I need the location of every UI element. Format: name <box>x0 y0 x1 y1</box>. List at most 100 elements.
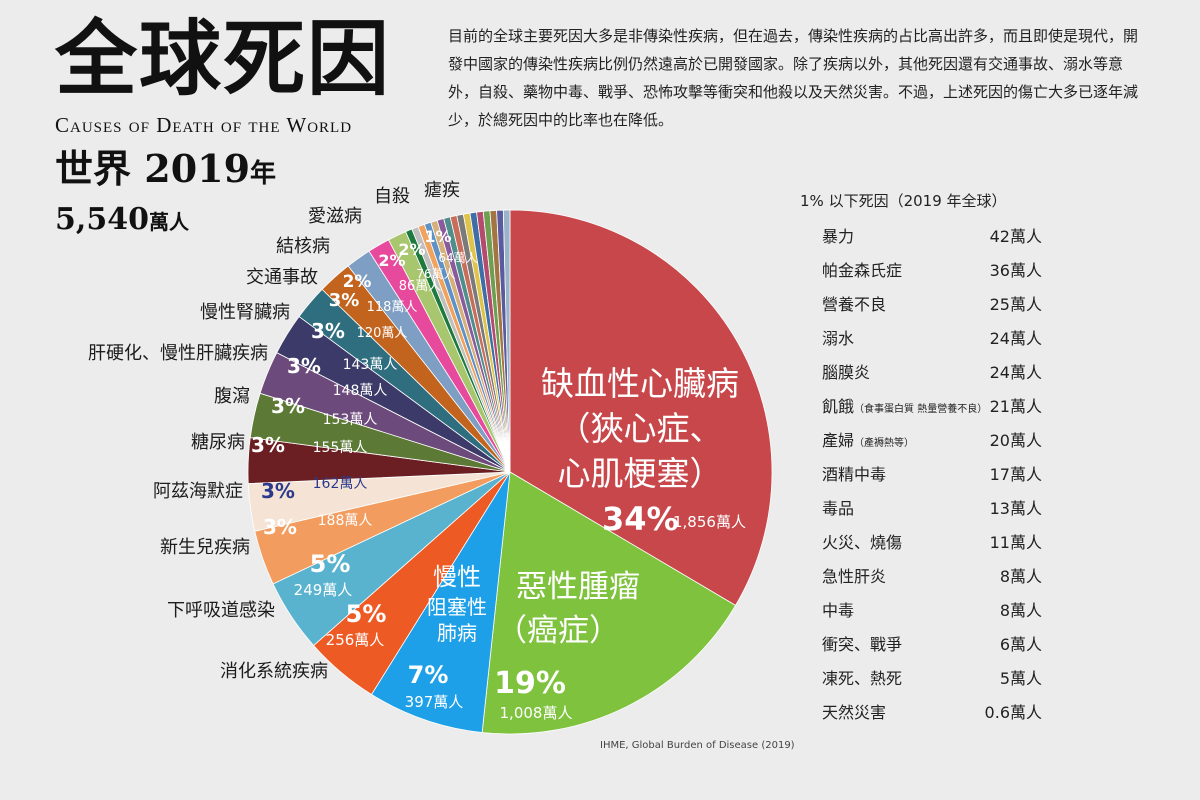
slice-name-label: 瘧疾 <box>424 180 460 201</box>
minor-causes-list: 暴力 42萬人 帕金森氏症 36萬人 營養不良 25萬人 溺水 24萬人 腦膜炎 24萬人 飢餓（食… <box>822 218 1042 728</box>
slice-percent-label: 5% <box>346 600 387 628</box>
pie-slice-minor <box>502 209 511 473</box>
slice-value-label: 64萬人 <box>438 251 477 265</box>
slice-name-label: 消化系統疾病 <box>220 661 328 682</box>
slice-name-line: （狹心症、 <box>558 409 723 448</box>
minor-cause-note: （食事蛋白質 熱量營養不良） <box>854 404 988 415</box>
minor-cause-row: 飢餓（食事蛋白質 熱量營養不良） 21萬人 <box>822 388 1042 422</box>
page-subtitle: Causes of Death of the World <box>55 113 353 137</box>
minor-cause-row: 暴力 42萬人 <box>822 218 1042 252</box>
minor-cause-name: 腦膜炎 <box>822 363 871 382</box>
minor-cause-value: 8萬人 <box>999 601 1042 620</box>
slice-name-label: 慢性腎臟病 <box>200 302 290 323</box>
minor-cause-value: 13萬人 <box>989 499 1042 518</box>
minor-cause-value: 24萬人 <box>989 329 1042 348</box>
slice-percent-label: 1% <box>424 227 451 246</box>
minor-cause-value: 25萬人 <box>989 295 1042 314</box>
slice-value-label: 256萬人 <box>326 631 385 649</box>
slice-percent-label: 2% <box>378 251 405 270</box>
slice-name-label: 糖尿病 <box>191 432 245 453</box>
world-total-deaths: 5,540萬人 <box>55 205 189 235</box>
slice-name-line: 缺血性心臟病 <box>541 364 739 403</box>
slice-name-label: 肝硬化、慢性肝臟疾病 <box>88 343 268 364</box>
slice-name-label: 下呼吸道感染 <box>167 600 275 621</box>
slice-value-label: 1,856萬人 <box>673 513 746 531</box>
minor-cause-row: 毒品 13萬人 <box>822 490 1042 524</box>
slice-percent-label: 2% <box>398 240 425 259</box>
slice-value-label: 86萬人 <box>399 279 442 294</box>
minor-cause-name: 毒品 <box>822 499 855 518</box>
slice-percent-label: 19% <box>494 666 566 701</box>
minor-causes-title: 1% 以下死因（2019 年全球） <box>800 192 1007 210</box>
minor-cause-row: 中毒 8萬人 <box>822 592 1042 626</box>
slice-percent-label: 3% <box>251 433 285 457</box>
minor-cause-name: 衝突、戰爭 <box>822 635 903 654</box>
minor-cause-name: 帕金森氏症 <box>822 261 903 280</box>
slice-name-line: 惡性腫瘤 <box>516 569 640 605</box>
world-total-unit: 萬人 <box>148 210 189 234</box>
slice-name-label: 新生兒疾病 <box>160 537 250 558</box>
slice-name-line: 阻塞性 <box>427 595 487 619</box>
slice-value-label: 153萬人 <box>323 412 378 428</box>
minor-cause-name: 暴力 <box>822 227 855 246</box>
minor-cause-row: 營養不良 25萬人 <box>822 286 1042 320</box>
slice-name-line: 心肌梗塞） <box>558 454 723 493</box>
slice-name-label: 交通事故 <box>246 267 318 288</box>
minor-cause-name: 飢餓（食事蛋白質 熱量營養不良） <box>822 397 988 416</box>
slice-percent-label: 34% <box>602 500 679 538</box>
minor-cause-name: 產婦（產褥熱等） <box>822 431 915 450</box>
slice-name-line: （癌症） <box>496 613 620 649</box>
slice-percent-label: 3% <box>329 290 360 311</box>
minor-cause-row: 急性肝炎 8萬人 <box>822 558 1042 592</box>
minor-cause-row: 溺水 24萬人 <box>822 320 1042 354</box>
minor-cause-name: 中毒 <box>822 601 855 620</box>
minor-cause-value: 17萬人 <box>989 465 1042 484</box>
minor-cause-row: 帕金森氏症 36萬人 <box>822 252 1042 286</box>
slice-value-label: 249萬人 <box>294 581 353 599</box>
pie-slice <box>509 209 773 606</box>
minor-cause-row: 產婦（產褥熱等） 20萬人 <box>822 422 1042 456</box>
minor-cause-note: （產褥熱等） <box>854 438 915 449</box>
minor-cause-name: 酒精中毒 <box>822 465 887 484</box>
minor-cause-value: 8萬人 <box>999 567 1042 586</box>
minor-cause-name: 天然災害 <box>822 703 887 722</box>
minor-cause-value: 21萬人 <box>989 397 1042 416</box>
slice-percent-label: 3% <box>311 319 345 343</box>
pie-slice <box>370 471 511 733</box>
slice-percent-label: 7% <box>408 661 449 689</box>
slice-name-line: 肺病 <box>437 621 477 645</box>
slice-value-label: 155萬人 <box>313 440 368 456</box>
minor-cause-name: 營養不良 <box>822 295 887 314</box>
pie-slice <box>481 471 737 735</box>
slice-name-line: 慢性 <box>433 563 481 591</box>
minor-cause-row: 凍死、熱死 5萬人 <box>822 660 1042 694</box>
slice-name-label: 愛滋病 <box>308 206 362 227</box>
minor-cause-name: 溺水 <box>822 329 855 348</box>
page-title: 全球死因 <box>55 11 392 107</box>
slice-percent-label: 2% <box>343 272 372 292</box>
slice-percent-label: 5% <box>310 550 351 578</box>
minor-cause-value: 11萬人 <box>989 533 1042 552</box>
world-year: 2019 <box>144 146 251 191</box>
minor-cause-value: 36萬人 <box>989 261 1042 280</box>
intro-text: 目前的全球主要死因大多是非傳染性疾病，但在過去，傳染性疾病的占比高出許多，而且即… <box>448 27 1139 129</box>
minor-cause-row: 衝突、戰爭 6萬人 <box>822 626 1042 660</box>
minor-cause-name: 急性肝炎 <box>822 567 887 586</box>
minor-cause-value: 24萬人 <box>989 363 1042 382</box>
slice-value-label: 118萬人 <box>367 300 418 315</box>
minor-cause-row: 火災、燒傷 11萬人 <box>822 524 1042 558</box>
slice-name-label: 結核病 <box>276 236 330 257</box>
minor-cause-row: 腦膜炎 24萬人 <box>822 354 1042 388</box>
slice-value-label: 120萬人 <box>357 326 408 341</box>
slice-name-label: 腹瀉 <box>214 386 250 407</box>
slice-value-label: 148萬人 <box>333 383 388 399</box>
slice-value-label: 162萬人 <box>313 476 368 492</box>
slice-name-label: 阿茲海默症 <box>153 481 243 502</box>
minor-cause-name: 火災、燒傷 <box>822 533 903 552</box>
slice-value-label: 188萬人 <box>318 513 373 529</box>
minor-cause-value: 5萬人 <box>999 669 1042 688</box>
minor-cause-value: 6萬人 <box>999 635 1042 654</box>
minor-cause-row: 天然災害 0.6萬人 <box>822 694 1042 728</box>
slice-value-label: 397萬人 <box>405 693 464 711</box>
